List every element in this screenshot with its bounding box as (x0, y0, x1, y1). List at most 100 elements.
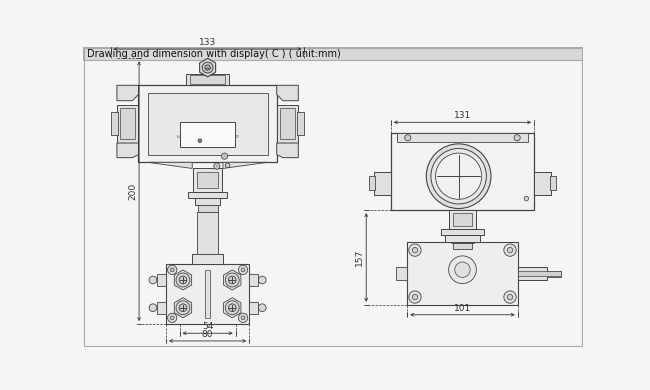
Text: LIEG INSTRUMENTS CO., LTD: LIEG INSTRUMENTS CO., LTD (177, 135, 239, 139)
Circle shape (412, 247, 418, 253)
Bar (449, 210, 476, 229)
Bar (396, 268, 408, 280)
Text: 131: 131 (454, 112, 471, 121)
Circle shape (228, 276, 236, 284)
Circle shape (241, 268, 245, 272)
Circle shape (170, 268, 174, 272)
Bar (397, 133, 528, 142)
Bar (408, 243, 517, 305)
Text: 80: 80 (202, 330, 213, 339)
Bar (193, 168, 222, 191)
Text: Drawing and dimension with display( C ) ( unit:mm): Drawing and dimension with display( C ) … (86, 49, 341, 59)
Bar (197, 172, 218, 188)
Circle shape (239, 265, 248, 275)
Circle shape (409, 244, 421, 256)
Circle shape (179, 304, 187, 312)
Circle shape (524, 196, 528, 201)
Circle shape (448, 256, 476, 284)
Circle shape (226, 273, 239, 287)
Bar (180, 122, 235, 147)
Circle shape (168, 265, 177, 275)
Bar (249, 274, 259, 286)
Polygon shape (224, 298, 241, 318)
Bar (198, 206, 218, 212)
Bar (445, 235, 480, 243)
Circle shape (222, 153, 227, 159)
Bar (138, 85, 277, 162)
Circle shape (226, 163, 230, 168)
Circle shape (176, 273, 190, 287)
Bar (534, 172, 551, 195)
Bar (197, 212, 218, 254)
Text: 54: 54 (202, 322, 213, 332)
Bar (453, 243, 472, 249)
Bar (374, 172, 391, 195)
Bar (547, 271, 561, 277)
Circle shape (514, 135, 520, 141)
Bar (188, 191, 227, 198)
Circle shape (436, 153, 482, 199)
Circle shape (179, 276, 187, 284)
Polygon shape (200, 58, 216, 77)
Circle shape (412, 294, 418, 300)
Bar (192, 254, 223, 264)
Circle shape (205, 65, 211, 70)
Circle shape (507, 247, 513, 253)
Bar (277, 105, 298, 143)
Bar (148, 93, 268, 154)
Circle shape (455, 262, 470, 277)
Circle shape (176, 301, 190, 315)
Circle shape (259, 276, 266, 284)
Polygon shape (174, 270, 192, 290)
Bar (249, 301, 259, 314)
Bar (549, 176, 556, 190)
Text: 157: 157 (356, 249, 364, 266)
Circle shape (198, 139, 202, 143)
Circle shape (239, 313, 248, 323)
Circle shape (504, 291, 516, 303)
Circle shape (431, 149, 486, 204)
Text: 101: 101 (454, 304, 471, 313)
Circle shape (504, 244, 516, 256)
Bar (205, 270, 210, 318)
Bar (190, 75, 225, 84)
Bar (280, 108, 295, 139)
Circle shape (214, 163, 220, 169)
Circle shape (149, 304, 157, 312)
Text: 133: 133 (199, 38, 216, 47)
Bar (369, 176, 376, 190)
Circle shape (405, 135, 411, 141)
Bar (453, 213, 472, 226)
Circle shape (259, 304, 266, 312)
Bar (187, 74, 229, 85)
Circle shape (224, 155, 226, 157)
Bar (157, 274, 166, 286)
Bar (517, 271, 561, 276)
Bar (297, 112, 304, 135)
Circle shape (149, 276, 157, 284)
Text: LIEG: LIEG (198, 125, 217, 134)
Polygon shape (224, 270, 241, 290)
Circle shape (507, 294, 513, 300)
Circle shape (426, 144, 491, 209)
Polygon shape (117, 85, 138, 101)
Circle shape (170, 316, 174, 320)
Bar (441, 229, 484, 236)
Bar (111, 112, 118, 135)
Circle shape (226, 301, 239, 315)
Bar (391, 133, 534, 210)
Circle shape (216, 165, 218, 167)
Circle shape (168, 313, 177, 323)
Bar (83, 47, 584, 60)
Polygon shape (148, 162, 192, 168)
Bar (117, 105, 138, 143)
Polygon shape (117, 143, 138, 158)
Polygon shape (223, 162, 268, 168)
Polygon shape (174, 298, 192, 318)
Text: 200: 200 (128, 183, 137, 200)
Bar (517, 268, 547, 280)
Polygon shape (277, 85, 298, 101)
Bar (157, 301, 166, 314)
Bar (166, 264, 249, 324)
Bar (120, 108, 135, 139)
